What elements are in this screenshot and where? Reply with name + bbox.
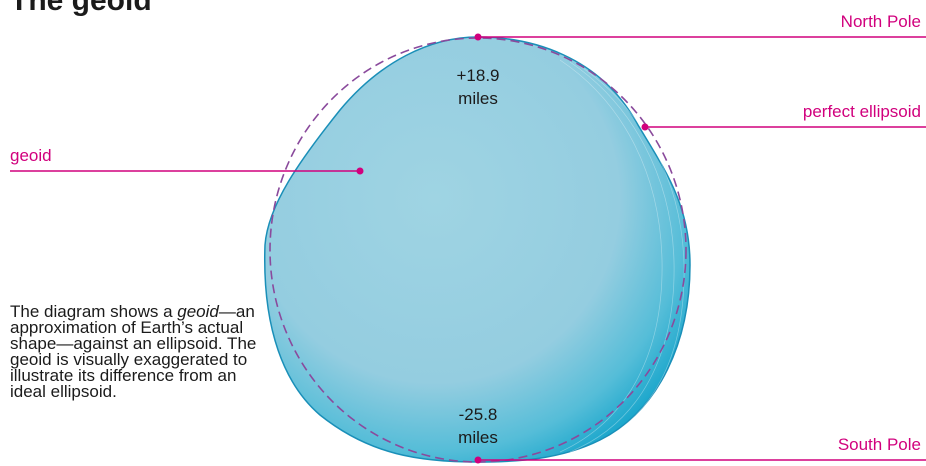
north-pole-dot xyxy=(474,33,482,41)
south-pole-dot xyxy=(474,456,482,464)
page-title: The geoid xyxy=(10,0,152,17)
top-deviation-unit: miles xyxy=(458,89,498,108)
perfect-ellipsoid-label: perfect ellipsoid xyxy=(803,102,921,121)
geoid-dot xyxy=(356,167,364,175)
geoid-contours xyxy=(559,59,685,453)
geoid-label: geoid xyxy=(10,146,52,165)
bottom-deviation-unit: miles xyxy=(458,428,498,447)
north-pole-label: North Pole xyxy=(841,12,921,31)
top-deviation-value: +18.9 xyxy=(456,66,499,85)
bottom-deviation-value: -25.8 xyxy=(459,405,498,424)
south-pole-label: South Pole xyxy=(838,435,921,454)
perfect-ellipsoid-dot xyxy=(641,123,649,131)
description-emphasis: geoid xyxy=(177,302,219,321)
description-text: The diagram shows a geoid—an approximati… xyxy=(10,302,257,401)
